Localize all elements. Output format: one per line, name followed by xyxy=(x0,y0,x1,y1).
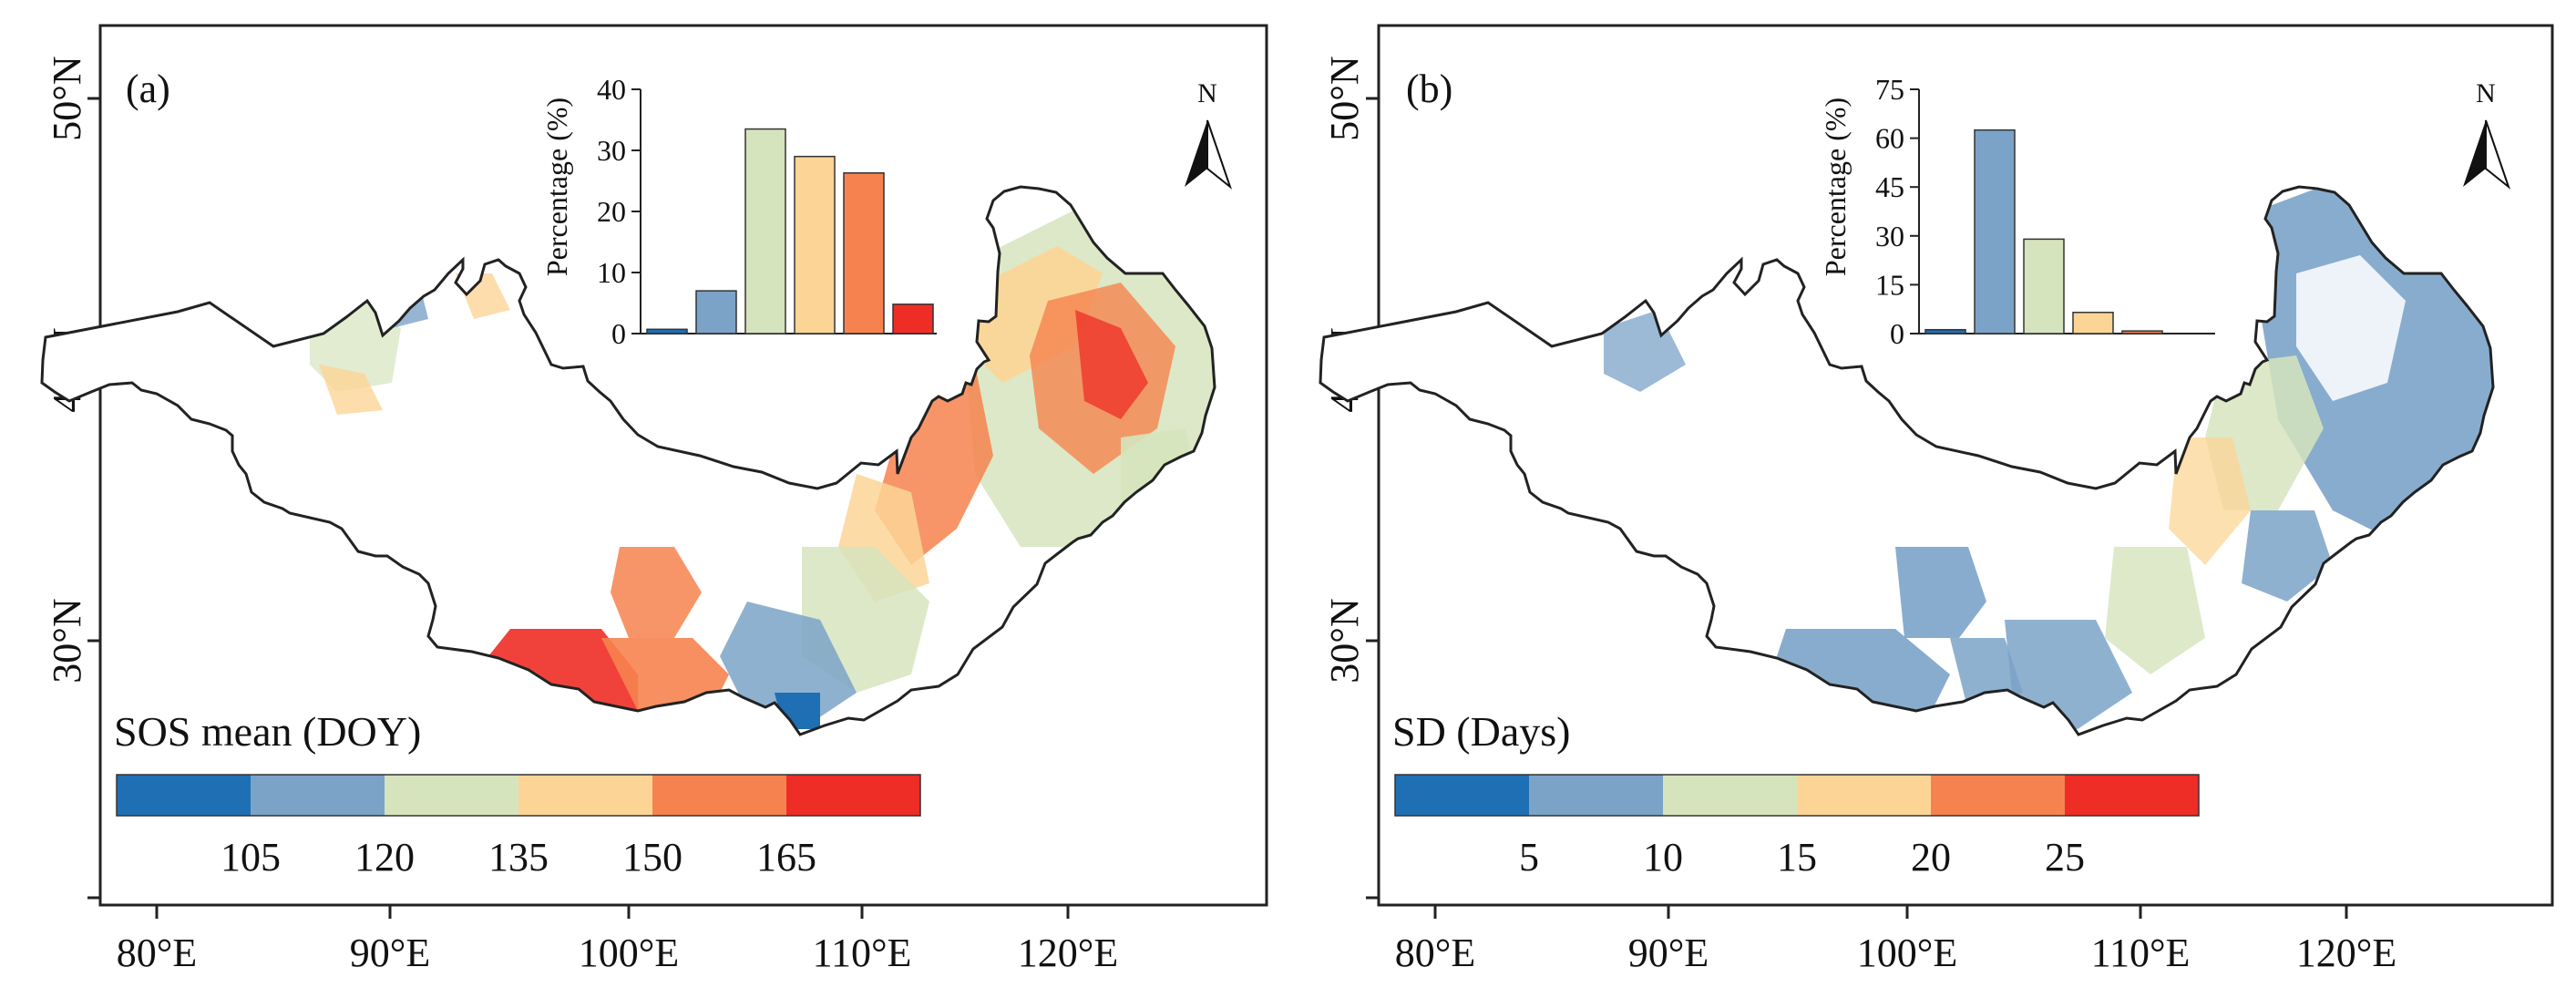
inset-ytick-label: 60 xyxy=(1875,122,1904,155)
x-tick-label: 80°E xyxy=(1395,931,1475,975)
inset-ytick-label: 30 xyxy=(597,134,626,167)
inset-bar xyxy=(2072,312,2114,334)
inset-bar xyxy=(2023,238,2065,334)
x-tick-label: 100°E xyxy=(579,931,679,975)
y-axis: 50°N 40°N 30°N xyxy=(45,56,100,900)
panel-a: (a) 50°N 40°N 30°N 80°E 90°E 100°E 110°E… xyxy=(40,24,1268,975)
panel-b: (b) 50°N 40°N 30°N 80°E 90°E 100°E 110°E… xyxy=(1319,24,2554,975)
y-tick-label: 30°N xyxy=(45,598,89,683)
region-map xyxy=(1319,185,2495,736)
legend-tick-label: 135 xyxy=(488,835,549,880)
legend-tick-label: 25 xyxy=(2045,835,2085,880)
panel-label: (b) xyxy=(1406,67,1452,111)
inset-ylabel: Percentage (%) xyxy=(1819,98,1852,276)
inset-yticks: 0 15 30 45 60 75 xyxy=(1875,73,1919,350)
map-frame xyxy=(98,24,1268,907)
legend-swatch xyxy=(2065,775,2199,816)
y-tick-label: 50°N xyxy=(45,56,89,140)
x-tick-label: 90°E xyxy=(350,931,430,975)
legend-tick-label: 150 xyxy=(622,835,682,880)
legend-swatch xyxy=(251,775,385,816)
inset-bar xyxy=(892,304,934,334)
legend-colorbar: 5 10 15 20 25 xyxy=(1394,774,2200,880)
inset-ylabel: Percentage (%) xyxy=(540,98,573,276)
inset-ytick-label: 15 xyxy=(1875,268,1904,301)
x-tick-label: 120°E xyxy=(1018,931,1118,975)
region-map xyxy=(40,185,1216,736)
inset-bars xyxy=(1924,129,2163,334)
inset-bar xyxy=(843,172,885,334)
legend-tick-label: 10 xyxy=(1643,835,1683,880)
inset-chart: Percentage (%) 0 10 20 30 40 xyxy=(540,73,937,350)
x-tick-label: 110°E xyxy=(2091,931,2191,975)
legend-tick-label: 120 xyxy=(354,835,415,880)
legend-swatch xyxy=(518,775,652,816)
x-tick-label: 80°E xyxy=(117,931,197,975)
inset-ytick-label: 0 xyxy=(1890,317,1904,350)
x-tick-label: 100°E xyxy=(1857,931,1957,975)
inset-ytick-label: 45 xyxy=(1875,170,1904,203)
inset-bar xyxy=(794,155,836,334)
x-axis: 80°E 90°E 100°E 110°E 120°E xyxy=(117,905,1118,975)
inset-ytick-label: 10 xyxy=(597,256,626,289)
legend-title: SOS mean (DOY) xyxy=(114,708,421,755)
legend-tick-label: 5 xyxy=(1519,835,1539,880)
legend-colorbar: 105 120 135 150 165 xyxy=(116,774,921,880)
legend-swatch xyxy=(1529,775,1663,816)
north-label: N xyxy=(2476,78,2496,108)
inset-chart: Percentage (%) 0 15 30 45 60 75 xyxy=(1819,73,2215,350)
legend-title: SD (Days) xyxy=(1392,708,1570,755)
legend-border xyxy=(116,774,921,817)
legend-tick-label: 165 xyxy=(756,835,816,880)
legend-swatch xyxy=(786,775,920,816)
map-frame xyxy=(1377,24,2554,907)
x-axis: 80°E 90°E 100°E 110°E 120°E xyxy=(1395,905,2396,975)
north-arrow: N xyxy=(2463,78,2511,190)
legend-swatch xyxy=(1797,775,1931,816)
inset-bar xyxy=(2121,330,2163,334)
legend-swatch xyxy=(1395,775,1529,816)
inset-ytick-label: 20 xyxy=(597,195,626,228)
inset-ytick-label: 75 xyxy=(1875,73,1904,106)
legend-swatch xyxy=(385,775,518,816)
legend-swatch xyxy=(1663,775,1797,816)
legend-tick-label: 105 xyxy=(221,835,281,880)
legend-border xyxy=(1394,774,2200,817)
legend-swatch xyxy=(117,775,251,816)
north-label: N xyxy=(1197,78,1217,108)
inset-bars xyxy=(646,128,934,334)
y-axis: 50°N 40°N 30°N xyxy=(1322,56,1379,900)
panel-label: (a) xyxy=(126,67,170,111)
y-tick-label: 30°N xyxy=(1322,598,1367,683)
inset-bar xyxy=(1974,129,2016,334)
legend-tick-label: 20 xyxy=(1911,835,1951,880)
legend-swatch xyxy=(652,775,786,816)
y-tick-label: 50°N xyxy=(1322,56,1367,140)
north-arrow: N xyxy=(1185,78,1233,190)
legend: SOS mean (DOY) 105 120 135 150 165 xyxy=(114,708,921,880)
legend-swatch xyxy=(1931,775,2065,816)
inset-bar xyxy=(1924,328,1966,334)
x-tick-label: 110°E xyxy=(813,931,912,975)
inset-ytick-label: 30 xyxy=(1875,220,1904,252)
inset-bar xyxy=(744,128,786,334)
inset-bar xyxy=(695,290,737,334)
x-tick-label: 120°E xyxy=(2296,931,2396,975)
x-tick-label: 90°E xyxy=(1628,931,1709,975)
legend-tick-label: 15 xyxy=(1777,835,1817,880)
inset-ytick-label: 0 xyxy=(611,317,626,350)
legend: SD (Days) 5 10 15 20 25 xyxy=(1392,708,2200,880)
inset-bar xyxy=(646,328,688,334)
inset-ytick-label: 40 xyxy=(597,73,626,106)
inset-yticks: 0 10 20 30 40 xyxy=(597,73,641,350)
